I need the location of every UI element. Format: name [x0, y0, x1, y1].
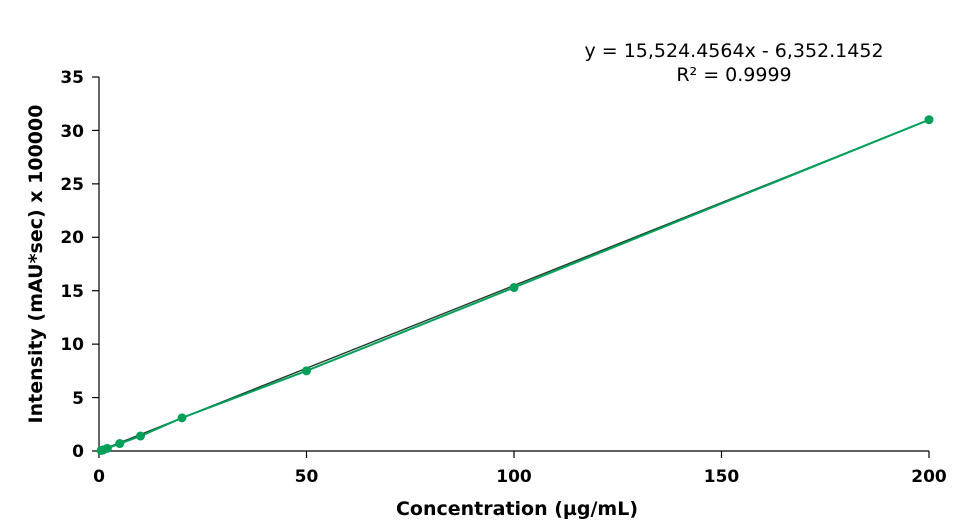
y-tick-label: 30 — [60, 122, 84, 142]
y-tick-label: 25 — [60, 175, 84, 195]
y-axis-title: Intensity (mAU*sec) x 100000 — [25, 105, 47, 424]
x-axis-title: Concentration (µg/mL) — [396, 498, 638, 520]
y-tick-label: 5 — [72, 389, 84, 409]
data-points — [96, 115, 934, 455]
y-axis — [92, 76, 100, 452]
x-tick-label: 150 — [704, 467, 740, 487]
y-tick-label: 0 — [72, 442, 84, 462]
x-tick-labels: 0 50 100 150 200 — [93, 467, 947, 487]
x-tick-label: 0 — [93, 467, 105, 487]
data-point-marker — [302, 366, 311, 376]
y-tick-label: 20 — [60, 228, 84, 248]
x-axis — [98, 450, 930, 458]
x-tick-label: 50 — [295, 467, 319, 487]
y-tick-label: 15 — [60, 282, 84, 302]
data-point-marker — [509, 283, 519, 293]
y-tick-label: 10 — [60, 335, 84, 355]
data-point-marker — [177, 413, 187, 423]
x-tick-label: 200 — [911, 467, 947, 487]
data-point-marker — [102, 443, 112, 453]
x-tick-label: 100 — [496, 467, 532, 487]
data-point-marker — [115, 439, 125, 449]
y-tick-labels: 0 5 10 15 20 25 30 35 — [60, 68, 84, 462]
data-point-marker — [136, 431, 145, 441]
data-point-marker — [924, 115, 934, 125]
y-tick-label: 35 — [60, 68, 84, 88]
trendline-equation: y = 15,524.4564x - 6,352.1452 — [584, 40, 883, 62]
r-squared-label: R² = 0.9999 — [676, 64, 791, 86]
